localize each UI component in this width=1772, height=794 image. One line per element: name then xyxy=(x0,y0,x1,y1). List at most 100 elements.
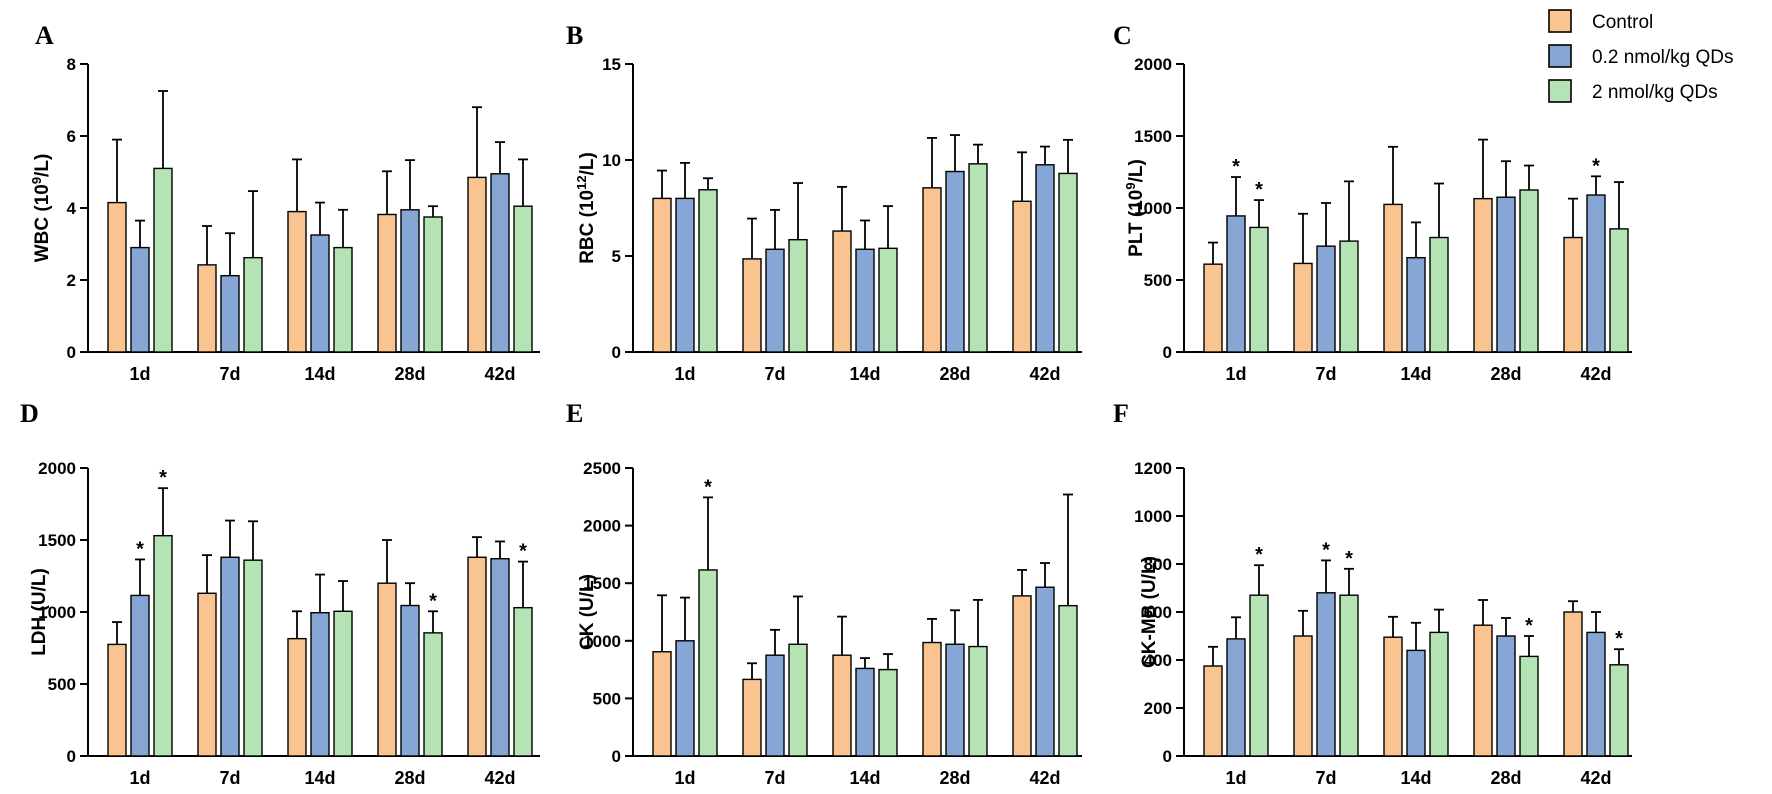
panel-letter: B xyxy=(566,21,583,50)
bar-28d-series-1 xyxy=(922,641,942,757)
bar-14d-series-1 xyxy=(832,654,852,757)
bar-42d-series-3 xyxy=(1058,172,1078,353)
bar-42d-series-2 xyxy=(1035,164,1055,353)
bar-14d-series-1 xyxy=(1383,203,1403,353)
significance-star: * xyxy=(1322,539,1330,561)
bar-1d-series-1 xyxy=(1203,263,1223,353)
significance-star: * xyxy=(1255,179,1263,201)
legend-swatch xyxy=(1548,9,1572,33)
y-axis-label-text: /L) xyxy=(577,152,598,175)
x-tick-label: 28d xyxy=(1490,768,1521,788)
bar-1d-series-2 xyxy=(675,197,695,353)
bar-42d-series-2 xyxy=(1586,194,1606,353)
bar-7d-series-2 xyxy=(765,248,785,353)
x-tick-label: 1d xyxy=(1225,364,1246,384)
y-tick-label: 1000 xyxy=(1134,507,1172,526)
y-tick-label: 2 xyxy=(67,271,76,290)
legend-swatch xyxy=(1548,79,1572,103)
y-axis-label-text: CK-MB (U/L) xyxy=(1139,556,1160,668)
bar-28d-series-2 xyxy=(1496,635,1516,757)
y-tick-label: 1000 xyxy=(1134,199,1172,218)
panel-a: A 0 2 4 6 8 WBC (109/L) 1d 7d 14d 28d 42d xyxy=(29,21,540,384)
x-tick-label: 7d xyxy=(1315,768,1336,788)
bar-7d-series-1 xyxy=(197,592,217,757)
bar-14d-series-2 xyxy=(310,234,330,353)
bar-1d-series-2 xyxy=(1226,215,1246,353)
bar-1d-series-2 xyxy=(130,594,150,757)
bar-28d-series-2 xyxy=(945,643,965,757)
x-tick-label: 42d xyxy=(1029,364,1060,384)
y-axis-label-text: /L) xyxy=(32,154,53,177)
y-tick-label: 500 xyxy=(48,675,76,694)
y-tick-label: 5 xyxy=(612,247,621,266)
bar-14d-series-3 xyxy=(1429,236,1449,353)
bar-1d-series-1 xyxy=(652,651,672,757)
bar-42d-series-3 xyxy=(1609,664,1629,757)
panel-d: D 0 500 1000 1500 2000 LDH (U/L) * * 1d 7d 14d * 28d *… xyxy=(20,399,540,788)
bar-7d-series-3 xyxy=(243,559,263,757)
bar-42d-series-2 xyxy=(490,173,510,353)
y-tick-label: 500 xyxy=(1144,271,1172,290)
bar-42d-series-2 xyxy=(490,558,510,757)
y-tick-label: 0 xyxy=(612,343,621,362)
bar-28d-series-3 xyxy=(968,645,988,757)
y-axis-label-text: CK (U/L) xyxy=(577,574,598,650)
bar-14d-series-3 xyxy=(333,246,353,353)
y-axis-label: RBC (1012/L) xyxy=(574,152,599,264)
y-axis-label: CK (U/L) xyxy=(577,574,598,650)
x-tick-label: 42d xyxy=(1580,364,1611,384)
bar-7d-series-1 xyxy=(1293,635,1313,757)
y-tick-label: 0 xyxy=(67,343,76,362)
y-axis-label-superscript: 9 xyxy=(29,177,44,184)
y-axis-label: PLT (109/L) xyxy=(1123,159,1148,257)
y-tick-label: 1000 xyxy=(583,632,621,651)
significance-star: * xyxy=(519,541,527,563)
bar-28d-series-3 xyxy=(423,632,443,757)
bar-42d-series-3 xyxy=(513,606,533,757)
bar-1d-series-1 xyxy=(652,197,672,353)
bar-28d-series-3 xyxy=(423,216,443,353)
bar-7d-series-1 xyxy=(742,678,762,757)
bar-14d-series-3 xyxy=(878,668,898,757)
bar-1d-series-1 xyxy=(1203,665,1223,757)
bar-28d-series-1 xyxy=(1473,197,1493,353)
panel-c: C 0 500 1000 1500 2000 PLT (109/L) * * 1d 7d 14d 28d… xyxy=(1113,21,1632,384)
x-tick-label: 7d xyxy=(764,364,785,384)
bar-7d-series-2 xyxy=(765,654,785,757)
significance-star: * xyxy=(1255,544,1263,566)
bar-14d-series-3 xyxy=(878,247,898,353)
bar-42d-series-1 xyxy=(1012,595,1032,757)
x-tick-label: 1d xyxy=(1225,768,1246,788)
bar-28d-series-1 xyxy=(377,582,397,757)
significance-star: * xyxy=(1592,155,1600,177)
x-tick-label: 42d xyxy=(484,768,515,788)
y-tick-label: 200 xyxy=(1144,699,1172,718)
bar-14d-series-2 xyxy=(855,248,875,353)
bar-42d-series-1 xyxy=(1563,611,1583,757)
bar-28d-series-2 xyxy=(400,604,420,757)
panel-letter: C xyxy=(1113,21,1132,50)
significance-star: * xyxy=(1232,156,1240,178)
y-tick-label: 6 xyxy=(67,127,76,146)
y-axis-label-text: /L) xyxy=(1126,159,1147,182)
bar-42d-series-3 xyxy=(1058,604,1078,757)
y-tick-label: 15 xyxy=(602,55,621,74)
y-tick-label: 0 xyxy=(1163,747,1172,766)
bar-1d-series-1 xyxy=(107,643,127,757)
bar-7d-series-2 xyxy=(1316,592,1336,757)
panel-f: F 0 200 400 600 800 1000 1200 CK-MB (U/L) * 1d * * 7d… xyxy=(1113,399,1632,788)
bar-28d-series-2 xyxy=(945,170,965,353)
x-tick-label: 1d xyxy=(674,364,695,384)
x-tick-label: 14d xyxy=(1400,364,1431,384)
bar-7d-series-2 xyxy=(1316,245,1336,353)
bar-42d-series-1 xyxy=(467,176,487,353)
x-tick-label: 1d xyxy=(129,364,150,384)
bar-14d-series-3 xyxy=(1429,631,1449,757)
bar-1d-series-3 xyxy=(153,167,173,353)
y-tick-label: 1500 xyxy=(1134,127,1172,146)
y-axis-label: WBC (109/L) xyxy=(29,154,54,263)
x-tick-label: 28d xyxy=(1490,364,1521,384)
bar-1d-series-3 xyxy=(153,534,173,757)
bar-1d-series-3 xyxy=(698,569,718,757)
y-tick-label: 2000 xyxy=(38,459,76,478)
